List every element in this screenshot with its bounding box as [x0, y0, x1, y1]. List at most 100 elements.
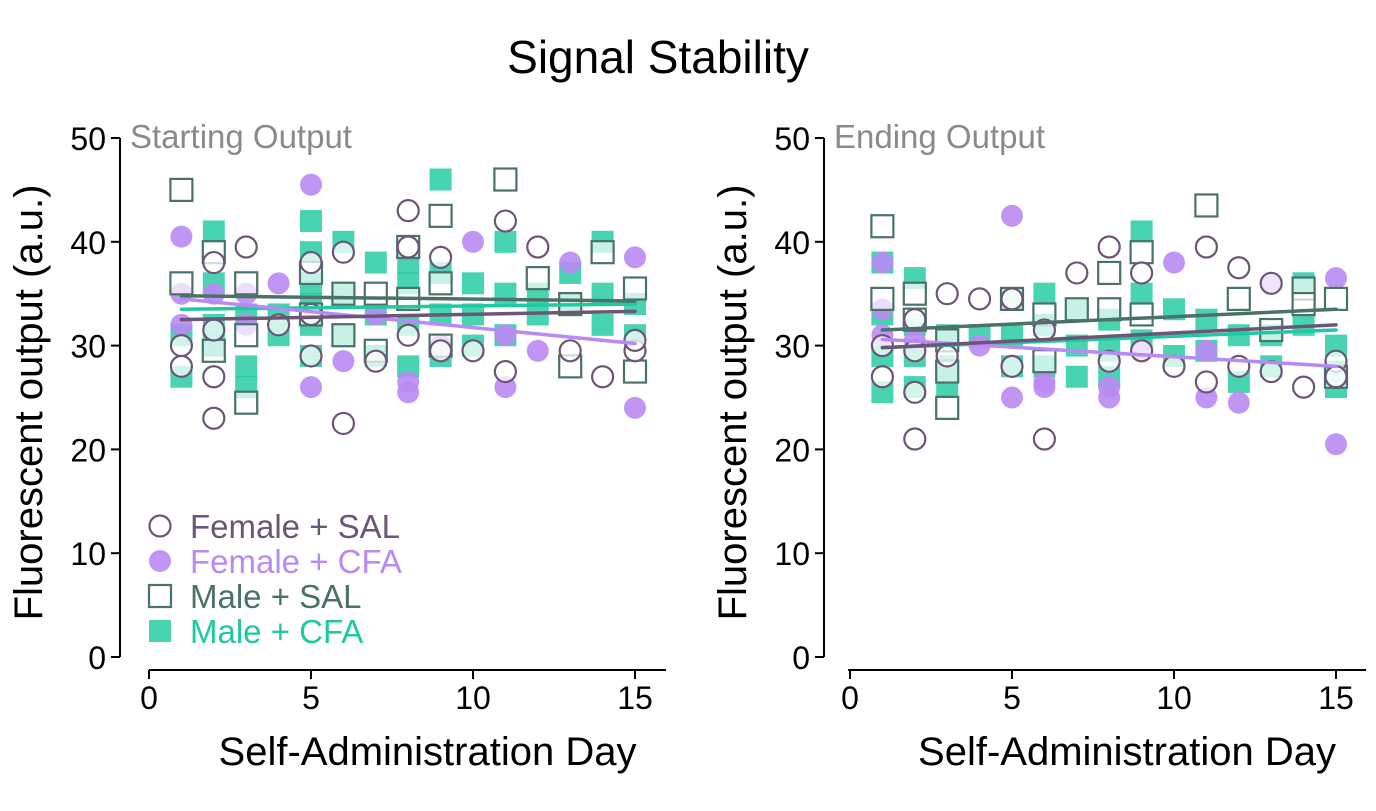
- data-point: [1291, 375, 1316, 399]
- data-point: [461, 339, 485, 363]
- data-point: [590, 240, 615, 265]
- data-point: [1064, 297, 1089, 322]
- data-point: [622, 276, 648, 301]
- legend-marker: [149, 550, 171, 572]
- data-point: [935, 282, 959, 306]
- x-tick-label: 10: [455, 680, 491, 716]
- data-point: [397, 355, 420, 378]
- y-tick-label: 40: [70, 225, 106, 261]
- data-point: [429, 339, 453, 363]
- x-tick-label: 5: [1003, 680, 1021, 716]
- y-axis-label: Fluorescent output (a.u.): [7, 185, 51, 621]
- data-point: [967, 287, 992, 311]
- data-point: [591, 313, 614, 336]
- y-tick-label: 50: [774, 121, 810, 157]
- data-point: [299, 250, 323, 275]
- data-point: [871, 251, 894, 274]
- y-tick-label: 50: [70, 121, 106, 157]
- trend-line-male-sal: [880, 307, 1338, 332]
- data-point: [1129, 240, 1154, 265]
- data-point: [526, 235, 550, 259]
- data-point: [623, 328, 647, 353]
- trend-line-female-sal: [880, 323, 1338, 350]
- y-tick-label: 20: [774, 432, 810, 468]
- data-point: [870, 365, 895, 389]
- trend-line-female-cfa: [179, 297, 637, 346]
- legend-item-male-sal: Male + SAL: [147, 578, 362, 615]
- x-tick-label: 5: [302, 680, 320, 716]
- panel-starting-output: 0 10 20 30 40 50 0 5 10 15 Self-Administration Day…: [7, 118, 666, 774]
- data-point: [202, 318, 226, 342]
- data-point: [169, 354, 193, 378]
- data-point: [170, 225, 193, 248]
- data-point: [1227, 256, 1251, 280]
- data-point: [396, 235, 420, 259]
- series-female-sal: [169, 199, 647, 436]
- data-point: [493, 167, 518, 192]
- trend-line-female-sal: [179, 309, 637, 322]
- data-point: [1129, 339, 1154, 363]
- data-point: [590, 365, 615, 389]
- y-axis-label: Fluorescent output (a.u.): [711, 185, 755, 621]
- data-point: [1032, 349, 1057, 374]
- x-axis-label: Self-Administration Day: [219, 730, 637, 774]
- data-point: [364, 251, 387, 274]
- legend-marker: [147, 583, 173, 609]
- data-point: [494, 230, 517, 253]
- data-point: [234, 390, 259, 415]
- x-tick-label: 15: [1318, 680, 1354, 716]
- data-point: [1195, 339, 1218, 362]
- data-point: [234, 271, 259, 296]
- data-point: [429, 168, 452, 191]
- legend-marker: [148, 514, 172, 538]
- data-point: [624, 246, 646, 269]
- data-point: [559, 251, 582, 274]
- data-point: [1324, 365, 1348, 389]
- data-point: [1097, 297, 1122, 322]
- data-point: [1032, 427, 1057, 451]
- data-point: [331, 240, 355, 264]
- panel-ending-output: 0 10 20 30 40 50 0 5 10 15 Self-Administration Day…: [711, 118, 1366, 774]
- legend-marker: [149, 620, 171, 642]
- legend-item-female-sal: Female + SAL: [148, 508, 400, 545]
- data-point: [396, 199, 420, 223]
- legend-item-male-cfa: Male + CFA: [149, 613, 363, 650]
- data-point: [332, 350, 355, 373]
- data-point: [1097, 349, 1121, 373]
- data-point: [1065, 261, 1089, 285]
- data-point: [494, 282, 517, 305]
- data-point: [169, 334, 193, 358]
- x-axis-label: Self-Administration Day: [918, 730, 1336, 774]
- data-point: [234, 323, 259, 348]
- data-point: [300, 376, 322, 399]
- data-point: [870, 214, 895, 239]
- data-point: [1033, 376, 1056, 399]
- x-tick-label: 0: [841, 680, 859, 716]
- data-point: [1129, 261, 1154, 285]
- data-point: [1000, 287, 1024, 311]
- y-tick-label: 10: [70, 536, 106, 572]
- data-point: [902, 281, 927, 306]
- y-tick-label: 40: [774, 225, 810, 261]
- data-point: [1194, 370, 1219, 394]
- data-point: [462, 230, 484, 253]
- data-point: [462, 272, 484, 295]
- x-tick-label: 15: [617, 680, 653, 716]
- data-point: [1065, 365, 1088, 388]
- data-point: [1325, 267, 1347, 290]
- data-point: [558, 339, 582, 363]
- data-point: [1130, 220, 1153, 243]
- data-point: [202, 365, 226, 389]
- legend-label: Female + SAL: [190, 508, 400, 545]
- legend-item-female-cfa: Female + CFA: [149, 543, 402, 580]
- data-point: [1226, 286, 1251, 311]
- data-point: [1097, 260, 1122, 286]
- data-point: [1033, 282, 1056, 305]
- data-point: [1162, 354, 1186, 378]
- data-point: [169, 271, 194, 296]
- data-point: [935, 395, 960, 420]
- data-point: [935, 344, 959, 368]
- data-point: [267, 272, 290, 295]
- data-point: [494, 324, 517, 347]
